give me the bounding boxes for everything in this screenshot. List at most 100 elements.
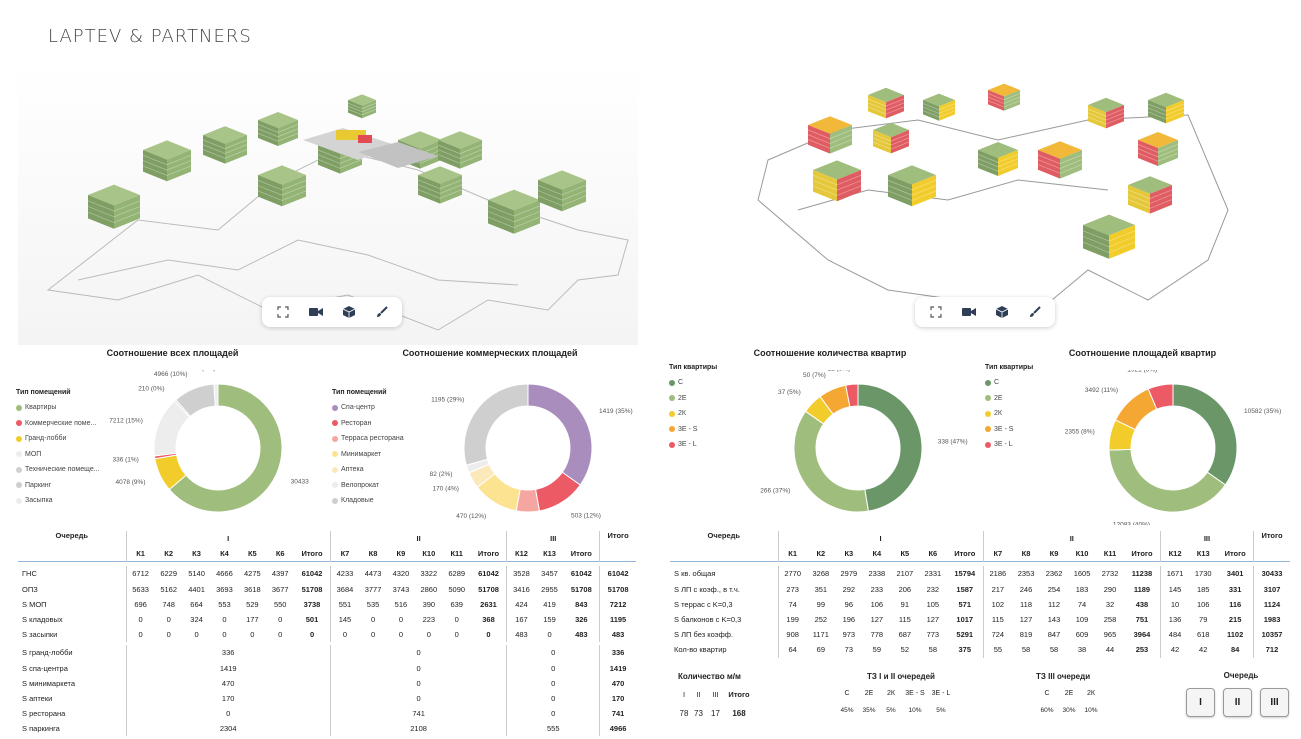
legend-label: МОП — [25, 450, 42, 458]
brand-logo: LAPTEV & PARTNERS — [48, 26, 252, 47]
legend-item[interactable]: Кладовые — [332, 493, 404, 509]
table-cell: 0 — [506, 660, 600, 676]
table-cell: 724 — [982, 627, 1013, 643]
pie-slice[interactable] — [1147, 383, 1174, 410]
pie-slice[interactable] — [527, 383, 593, 486]
legend-item[interactable]: Засыпка — [16, 493, 100, 509]
table-cell: 7212 — [599, 596, 636, 612]
building-block — [1127, 176, 1173, 214]
legend-item[interactable]: 2К — [669, 406, 717, 422]
expand-icon[interactable] — [266, 297, 299, 327]
legend-item[interactable]: Квартиры — [16, 400, 100, 416]
legend-item[interactable]: Аптека — [332, 462, 404, 478]
legend-label: 3Е - S — [678, 425, 698, 433]
table-cell: 819 — [1019, 630, 1033, 640]
table-cell: 0 — [166, 630, 171, 640]
camera-icon[interactable] — [952, 297, 985, 327]
legend-item[interactable]: 2Е — [985, 391, 1033, 407]
legend-item[interactable]: 3Е - S — [669, 422, 717, 438]
summary-cell: 10% — [908, 707, 922, 714]
legend-item[interactable]: Паркинг — [16, 478, 100, 494]
table-cell: 51708 — [570, 584, 592, 594]
legend-item[interactable]: Ресторан — [332, 416, 404, 432]
scene-3d-left[interactable] — [18, 60, 638, 345]
table-cell: 419 — [543, 599, 556, 609]
legend-item[interactable]: 3Е - L — [985, 437, 1033, 453]
legend-item[interactable]: С — [985, 375, 1033, 391]
pie-slice[interactable] — [1108, 448, 1227, 513]
table-cell: 254 — [1047, 584, 1061, 594]
table-cell: 0 — [222, 630, 227, 640]
legend-swatch — [985, 441, 991, 448]
table-cell: 223 — [422, 615, 436, 625]
apartments-table: Очередь I II III Итого К1 К2 К3 К4 К5 К6 Итого К7 К8 К… — [670, 531, 1290, 658]
pie-slice[interactable] — [168, 383, 283, 513]
legend-label: С — [994, 379, 1000, 387]
table-cell: 1419 — [125, 660, 331, 676]
legend-item[interactable]: Гранд-лобби — [16, 431, 100, 447]
legend-item[interactable]: 2Е — [669, 391, 717, 407]
total-header: Итого — [599, 531, 636, 562]
pie-slice[interactable] — [845, 383, 859, 408]
chart-3-title: Соотношение количества квартир — [753, 348, 907, 358]
legend-item[interactable]: Технические помеще... — [16, 462, 100, 478]
tz3-title: ТЗ III очереди — [1036, 672, 1091, 681]
table-cell: 3107 — [1253, 581, 1290, 597]
building-block — [437, 131, 483, 169]
slice-label: 10582 (35%) — [1244, 408, 1281, 415]
column-header: К1 — [777, 546, 807, 562]
column-header: К9 — [396, 549, 406, 559]
table-cell: 483 — [599, 627, 636, 643]
table-cell: 127 — [1019, 615, 1033, 625]
brush-icon[interactable] — [365, 297, 398, 327]
queue-button-3[interactable]: III — [1260, 688, 1289, 717]
table-cell: 1419 — [599, 660, 636, 676]
pie-slice[interactable] — [213, 383, 219, 407]
table-cell: 258 — [1103, 615, 1117, 625]
building-block — [257, 165, 307, 207]
legend-item[interactable]: 3Е - S — [985, 422, 1033, 438]
table-cell: 183 — [1075, 584, 1089, 594]
legend-item[interactable]: С — [669, 375, 717, 391]
table-cell: 4320 — [392, 569, 410, 579]
brush-icon[interactable] — [1018, 297, 1051, 327]
legend-item[interactable]: Коммерческие поме... — [16, 416, 100, 432]
camera-icon[interactable] — [299, 297, 332, 327]
column-header: К9 — [1049, 549, 1059, 559]
legend-item[interactable]: Спа-центр — [332, 400, 404, 416]
legend-item[interactable]: 3Е - L — [669, 437, 717, 453]
scene-3d-right[interactable] — [668, 60, 1288, 345]
queue-header: Очередь — [707, 531, 740, 540]
queue-button-1[interactable]: I — [1186, 688, 1215, 717]
legend-item[interactable]: 2К — [985, 406, 1033, 422]
legend-item[interactable]: Минимаркет — [332, 447, 404, 463]
table-cell: 0 — [398, 630, 404, 640]
legend-item[interactable]: Терраса ресторана — [332, 431, 404, 447]
legend-swatch — [332, 466, 338, 473]
table-row: ГНС 6712 6229 5140 4666 4275 4397 61042 4233 4473… — [18, 566, 636, 582]
legend-item[interactable]: МОП — [16, 447, 100, 463]
column-header: К3 — [844, 549, 854, 559]
donut-chart-1: 30433 (64%) 4078 (9%) 336 (1%) 7212 (15%) 21… — [109, 370, 310, 513]
table-cell: 0 — [454, 630, 459, 640]
summary-cell: 35% — [862, 707, 876, 714]
pie-slice[interactable] — [793, 410, 869, 513]
expand-icon[interactable] — [919, 297, 952, 327]
legend-swatch — [16, 482, 22, 489]
table-row: S балконов с K=0,3 199 252 196 127 115 127 1017… — [670, 611, 1290, 628]
queue-button-2[interactable]: II — [1223, 688, 1252, 717]
table-cell: 52 — [900, 645, 910, 655]
pie-slice[interactable] — [1172, 383, 1238, 486]
pie-slice[interactable] — [463, 383, 529, 466]
slice-label: 4966 (10%) — [154, 371, 188, 378]
table-cell: 0 — [194, 630, 199, 640]
table-cell: 84 — [1230, 645, 1240, 655]
summary-cell: 2Е — [1064, 690, 1074, 697]
legend-item[interactable]: Велопрокат — [332, 478, 404, 494]
legend-swatch — [16, 497, 22, 504]
cube-icon[interactable] — [985, 297, 1018, 327]
cube-icon[interactable] — [332, 297, 365, 327]
pie-slice[interactable] — [857, 383, 923, 512]
legend-label: Коммерческие поме... — [25, 419, 97, 427]
building-block — [347, 94, 377, 119]
